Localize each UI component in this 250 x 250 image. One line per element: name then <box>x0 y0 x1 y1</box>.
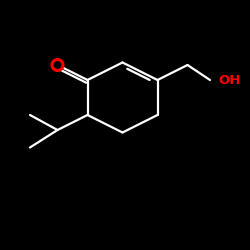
Text: OH: OH <box>219 74 241 86</box>
Circle shape <box>52 60 63 70</box>
